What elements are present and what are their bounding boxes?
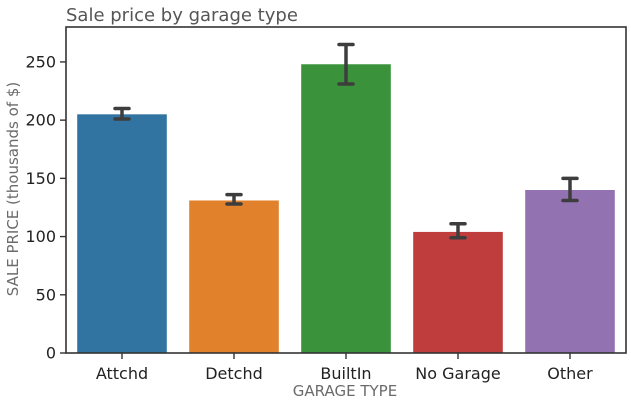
plot-area: 0 50 100 150 200 250 Attchd Detchd BuiltIn No Gar… [25, 26, 627, 383]
x-tick-label-4: Other [547, 364, 593, 383]
bar-0 [77, 114, 167, 353]
x-tick-label-2: BuiltIn [320, 364, 371, 383]
y-tick-label-2: 100 [25, 227, 56, 246]
y-tick-label-1: 50 [36, 285, 56, 304]
x-tick-label-1: Detchd [205, 364, 263, 383]
x-tick-label-0: Attchd [96, 364, 148, 383]
bar-3 [413, 231, 503, 353]
y-tick-label-0: 0 [46, 344, 56, 363]
bar-2 [301, 64, 391, 353]
chart-title: Sale price by garage type [66, 5, 298, 26]
bar-1 [189, 200, 279, 353]
x-tick-label-3: No Garage [415, 364, 500, 383]
y-tick-label-4: 200 [25, 111, 56, 130]
bar-4 [525, 190, 615, 353]
x-axis-label: GARAGE TYPE [293, 382, 397, 400]
y-tick-label-3: 150 [25, 169, 56, 188]
y-axis-label: SALE PRICE (thousands of $) [4, 82, 22, 296]
y-tick-label-5: 250 [25, 52, 56, 71]
